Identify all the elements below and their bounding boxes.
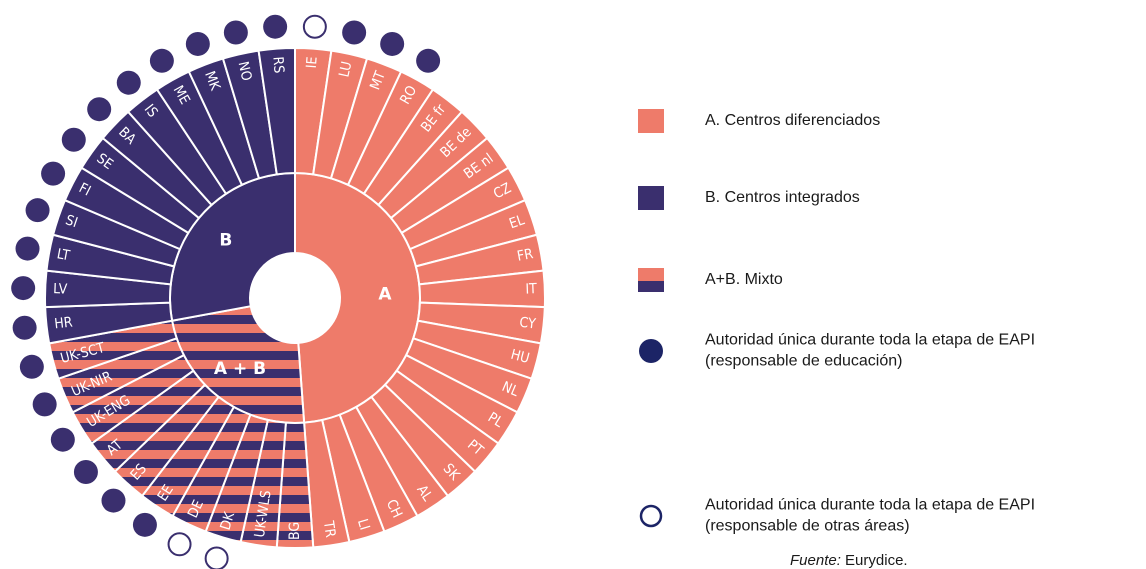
authority-dot <box>25 198 50 223</box>
authority-dot <box>50 427 75 452</box>
country-code: HR <box>54 314 74 332</box>
country-code: RO <box>397 83 420 107</box>
country-code: LI <box>354 517 372 532</box>
authority-dot <box>223 20 248 45</box>
authority-dot <box>185 31 210 56</box>
authority-dot <box>73 459 98 484</box>
legend-text: (responsable de educación) <box>705 353 902 370</box>
country-code: DE <box>185 498 207 521</box>
legend-swatch <box>638 281 664 292</box>
authority-dot <box>149 48 174 73</box>
country-code: MT <box>367 69 389 92</box>
authority-dot <box>342 20 367 45</box>
legend-swatch <box>638 109 664 133</box>
authority-dot <box>61 127 86 152</box>
legend-swatch <box>638 186 664 210</box>
group-label: A + B <box>214 359 266 379</box>
authority-dot <box>167 532 192 557</box>
country-code: NO <box>235 60 255 82</box>
authority-dot <box>12 315 37 340</box>
country-code: LV <box>53 281 68 298</box>
source: Fuente: Eurydice. <box>790 552 908 569</box>
group-label: B <box>219 230 232 250</box>
country-code: LT <box>56 246 72 264</box>
country-code: TR <box>320 519 338 539</box>
country-code: ES <box>128 461 151 484</box>
legend-text: B. Centros integrados <box>705 189 860 206</box>
legend-text: (responsable de otras áreas) <box>705 518 910 535</box>
country-code: IE <box>304 56 321 69</box>
legend-text: A. Centros diferenciados <box>705 112 880 129</box>
source-label: Fuente: <box>790 552 841 569</box>
authority-dot <box>263 14 288 39</box>
authority-dot <box>204 546 229 569</box>
legend-dot <box>639 504 663 528</box>
country-code: PL <box>485 410 506 431</box>
authority-dot <box>416 48 441 73</box>
country-code: LU <box>336 60 355 79</box>
authority-dot <box>116 70 141 95</box>
legend-dot <box>639 339 663 363</box>
authority-dot <box>87 97 112 122</box>
authority-dot <box>41 161 66 186</box>
country-code: DK <box>218 510 239 533</box>
authority-dot <box>32 392 57 417</box>
country-code: UK-WLS <box>252 489 275 538</box>
legend-text: Autoridad única durante toda la etapa de… <box>705 332 1035 349</box>
country-code: BG <box>287 522 303 540</box>
country-code: CY <box>519 315 537 333</box>
country-code: CH <box>383 497 405 520</box>
country-code: HU <box>509 347 531 367</box>
authority-dot <box>302 14 327 39</box>
country-code: FR <box>516 246 535 265</box>
country-code: EE <box>155 482 177 504</box>
country-code: NL <box>499 379 520 400</box>
country-segment <box>257 46 296 176</box>
legend-swatch <box>638 268 664 281</box>
source-text: Eurydice. <box>845 552 908 569</box>
authority-dot <box>15 236 40 261</box>
legend-text: Autoridad única durante toda la etapa de… <box>705 497 1035 514</box>
country-code: EL <box>507 212 526 232</box>
authority-dot <box>101 488 126 513</box>
authority-dot <box>11 276 36 301</box>
country-code: SI <box>63 212 79 231</box>
country-code: RS <box>269 56 286 74</box>
country-code: MK <box>201 69 223 93</box>
legend-text: A+B. Mixto <box>705 271 783 288</box>
authority-dot <box>380 31 405 56</box>
authority-dot <box>132 512 157 537</box>
authority-dot <box>19 354 44 379</box>
country-code: AL <box>413 482 435 504</box>
country-code: IT <box>525 281 537 297</box>
group-label: A <box>378 285 392 305</box>
country-code: SE <box>94 151 116 173</box>
country-code: CZ <box>491 180 514 202</box>
